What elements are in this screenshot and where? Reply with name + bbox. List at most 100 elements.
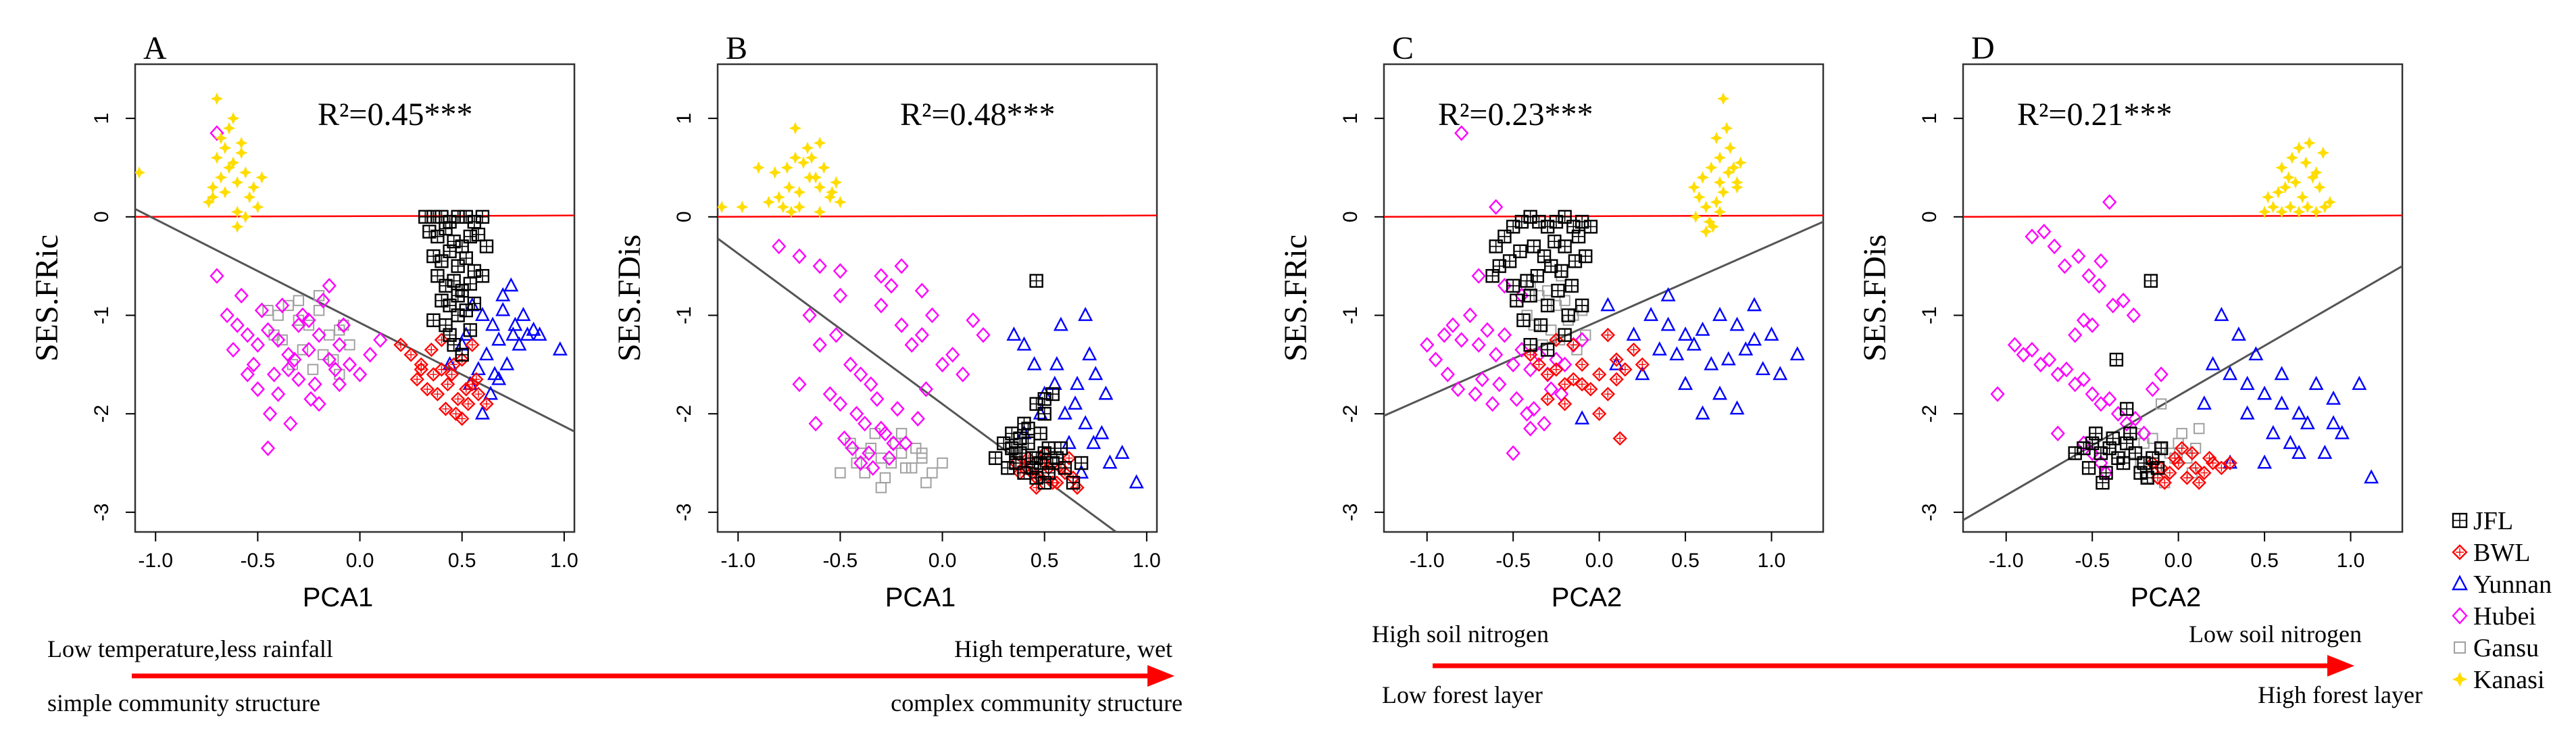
- data-point-hubei: [853, 455, 868, 471]
- y-tick-label: -2: [1918, 405, 1941, 423]
- data-point-jfl: [1045, 387, 1060, 401]
- data-point-hubei: [220, 307, 234, 324]
- data-point-jfl: [1025, 451, 1039, 465]
- data-point-yunnan: [2364, 469, 2379, 484]
- data-point-bwl: [424, 342, 439, 358]
- regression-line: [135, 208, 574, 433]
- data-point-bwl: [430, 387, 445, 401]
- data-point-hubei: [976, 326, 991, 343]
- data-point-kanasi: [1713, 151, 1727, 164]
- data-point-jfl: [1540, 220, 1555, 234]
- data-point-yunnan: [1053, 316, 1068, 331]
- y-tick-label: -3: [673, 504, 695, 522]
- data-point-kanasi: [239, 166, 252, 179]
- data-point-gansu: [2155, 398, 2167, 410]
- plot-frame: [134, 63, 576, 533]
- data-point-gansu: [865, 442, 876, 454]
- data-point-yunnan: [1086, 435, 1101, 449]
- data-point-yunnan: [1695, 405, 1710, 420]
- data-point-kanasi: [1713, 205, 1727, 218]
- data-point-kanasi: [210, 151, 224, 164]
- data-point-hubei: [1428, 351, 1443, 368]
- data-point-jfl: [430, 229, 445, 244]
- data-point-jfl: [1516, 313, 1531, 327]
- data-point-kanasi: [2319, 200, 2331, 214]
- data-point-yunnan: [2274, 366, 2289, 381]
- data-point-hubei: [833, 395, 848, 412]
- y-axis: -3 -2 -1 0 1 SES.FDis: [1857, 113, 1963, 521]
- data-point-yunnan: [505, 326, 521, 341]
- data-point-yunnan: [1088, 366, 1104, 381]
- data-point-jfl: [1502, 254, 1517, 268]
- data-point-kanasi: [222, 161, 236, 174]
- data-point-kanasi: [1705, 161, 1718, 174]
- zero-reference-line: [1963, 214, 2402, 218]
- data-point-kanasi: [202, 195, 216, 209]
- data-point-jfl: [479, 239, 494, 253]
- data-point-hubei: [2076, 312, 2091, 328]
- data-point-hubei: [281, 361, 296, 378]
- data-point-hubei: [843, 356, 858, 373]
- data-point-jfl: [2119, 401, 2134, 416]
- data-point-bwl: [1540, 367, 1555, 382]
- data-point-jfl: [1021, 436, 1035, 451]
- data-point-hubei: [1480, 322, 1495, 339]
- y-tick-label: -3: [91, 504, 113, 522]
- y-axis-label: SES.FRic: [29, 235, 65, 362]
- data-point-bwl: [393, 337, 408, 352]
- series-jfl: [1485, 210, 1598, 357]
- y-tick-label: 1: [1339, 113, 1362, 124]
- data-point-bwl: [2185, 445, 2200, 461]
- data-point-bwl: [1062, 451, 1076, 466]
- data-point-hubei: [281, 347, 296, 363]
- y-tick-label: -3: [1339, 504, 1362, 522]
- panel-label: C: [1392, 30, 1414, 66]
- data-point-bwl: [2202, 451, 2217, 466]
- x-tick-label: 1.0: [1758, 550, 1786, 572]
- data-point-jfl: [2068, 446, 2082, 460]
- data-point-jfl: [1564, 278, 1579, 293]
- data-point-hubei: [874, 297, 889, 314]
- legend-marker-hubei: [2452, 607, 2468, 625]
- data-point-bwl: [440, 376, 455, 392]
- data-point-hubei: [1462, 307, 1478, 324]
- data-point-kanasi: [2292, 205, 2306, 218]
- data-point-gansu: [2147, 433, 2158, 444]
- data-point-kanasi: [226, 156, 240, 169]
- data-point-gansu: [328, 354, 339, 366]
- data-point-bwl: [1591, 367, 1607, 382]
- data-point-hubei: [1575, 332, 1589, 348]
- gradient-left-top-left: Low temperature,less rainfall: [47, 635, 333, 662]
- data-point-gansu: [895, 428, 908, 439]
- data-point-hubei: [262, 406, 278, 422]
- data-point-yunnan: [1764, 326, 1779, 341]
- data-point-hubei: [2154, 366, 2169, 383]
- data-point-hubei: [234, 287, 249, 304]
- data-point-yunnan: [1686, 336, 1702, 351]
- data-point-bwl: [403, 347, 418, 362]
- data-point-yunnan: [1074, 464, 1089, 479]
- data-point-yunnan: [2214, 307, 2229, 321]
- data-point-jfl: [443, 328, 457, 342]
- legend-label: BWL: [2473, 539, 2530, 567]
- data-point-yunnan: [2223, 366, 2238, 381]
- data-point-gansu: [899, 462, 912, 474]
- data-point-bwl: [1575, 357, 1589, 372]
- data-point-jfl: [2106, 431, 2120, 445]
- data-point-kanasi: [2299, 156, 2312, 169]
- data-point-yunnan: [485, 316, 501, 331]
- data-point-bwl: [1531, 357, 1547, 372]
- data-point-yunnan: [1747, 331, 1762, 346]
- data-point-yunnan: [2223, 454, 2238, 469]
- data-point-kanasi: [1716, 186, 1730, 199]
- x-axis-label: PCA1: [303, 583, 374, 612]
- data-point-bwl: [1549, 362, 1564, 377]
- data-point-jfl: [1005, 441, 1019, 456]
- x-axis-label: PCA1: [885, 583, 956, 612]
- data-point-kanasi: [1727, 161, 1740, 174]
- data-point-kanasi: [2317, 146, 2330, 160]
- data-point-jfl: [475, 210, 490, 224]
- data-point-yunnan: [474, 307, 490, 321]
- data-point-hubei: [914, 326, 929, 343]
- data-point-yunnan: [1094, 424, 1110, 439]
